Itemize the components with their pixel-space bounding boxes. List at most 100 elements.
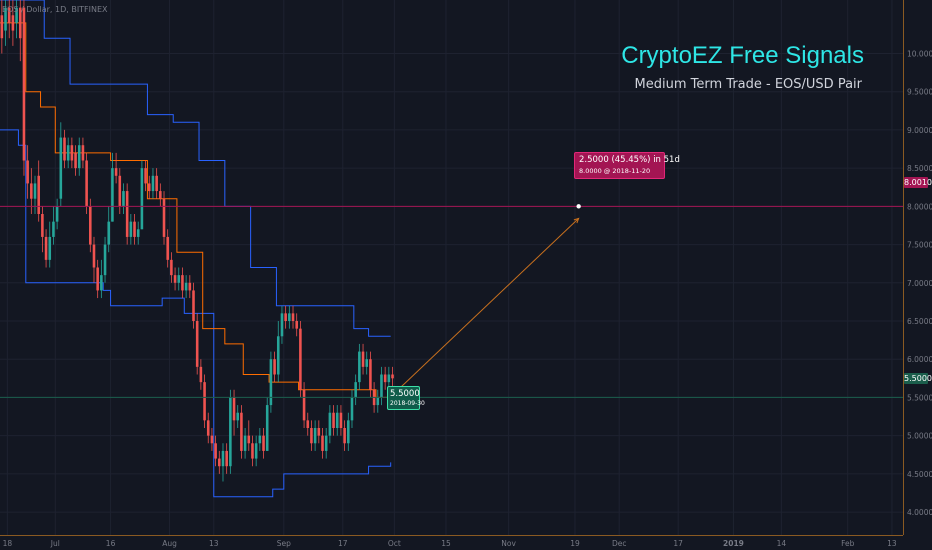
x-tick-label: 2019 xyxy=(723,539,744,548)
candle-body xyxy=(247,435,251,444)
candle xyxy=(48,221,52,268)
candle xyxy=(125,183,129,245)
candle xyxy=(280,305,284,344)
candle-body xyxy=(85,160,88,207)
candle-body xyxy=(203,382,206,421)
candle-body xyxy=(125,191,129,237)
candle-body xyxy=(280,313,284,337)
candle-body xyxy=(369,359,372,390)
candle xyxy=(306,412,310,436)
candle-body xyxy=(273,359,276,375)
y-tick-label: 6.0000 xyxy=(907,355,932,364)
candle-body xyxy=(276,336,280,375)
candle-body xyxy=(107,221,111,245)
candle-body xyxy=(265,405,269,451)
candle-body xyxy=(52,221,55,237)
lower-band-line xyxy=(0,129,392,498)
current-annotation[interactable]: 5.5000 2018-09-30 xyxy=(387,386,425,410)
candle-body xyxy=(89,206,92,245)
candle-body xyxy=(347,420,350,444)
x-tick-label: 17 xyxy=(338,539,348,548)
candle xyxy=(354,374,357,406)
candle xyxy=(52,206,55,245)
y-tick-label: 8.5000 xyxy=(907,164,932,173)
candle xyxy=(269,351,273,413)
candle xyxy=(383,366,387,390)
candle xyxy=(147,175,151,199)
y-tick-label: 7.0000 xyxy=(907,279,932,288)
candle-body xyxy=(118,175,122,207)
candle-body xyxy=(269,359,273,406)
candle xyxy=(63,129,66,169)
candle-body xyxy=(92,244,96,268)
candle-body xyxy=(55,206,59,222)
candle xyxy=(133,214,136,245)
candle xyxy=(33,175,37,214)
target-annotation[interactable]: 2.5000 (45.45%) in 51d 8.0000 @ 2018-11-… xyxy=(574,152,680,179)
candle xyxy=(332,405,335,436)
candle xyxy=(199,359,203,390)
candle xyxy=(284,305,287,329)
candle-body xyxy=(37,175,40,214)
candle xyxy=(129,214,133,245)
target-annotation-price-date: 8.0000 @ 2018-11-20 xyxy=(579,167,651,175)
x-tick-label: 13 xyxy=(209,539,219,548)
candle-body xyxy=(324,435,328,451)
candle-body xyxy=(328,412,332,436)
candle xyxy=(232,389,236,436)
candle-body xyxy=(48,236,52,260)
symbol-label: EOS / Dollar, 1D, BITFINEX xyxy=(2,5,108,14)
candle-body xyxy=(236,412,240,421)
candle-body xyxy=(11,15,15,31)
x-tick-label: Dec xyxy=(612,539,627,548)
subline: Medium Term Trade - EOS/USD Pair xyxy=(634,77,862,92)
candle xyxy=(192,282,195,329)
x-tick-label: 16 xyxy=(106,539,116,548)
candle-body xyxy=(81,145,85,161)
candle xyxy=(258,428,262,451)
candle xyxy=(251,435,254,467)
candle-body xyxy=(306,420,310,428)
candle-body xyxy=(166,236,169,260)
candle xyxy=(203,374,206,428)
candle-body xyxy=(151,175,155,192)
candle-body xyxy=(195,321,199,367)
candle-body xyxy=(383,374,387,383)
candle-body xyxy=(147,183,151,192)
candle xyxy=(247,420,251,451)
candle xyxy=(339,405,343,436)
candle-body xyxy=(44,236,48,260)
candle xyxy=(100,259,103,299)
candle-body xyxy=(225,450,228,467)
candle-body xyxy=(140,168,144,230)
candle-body xyxy=(332,412,335,428)
candle xyxy=(173,267,177,291)
candle xyxy=(41,206,44,253)
candle-body xyxy=(354,382,357,398)
candle xyxy=(229,389,232,474)
candle-body xyxy=(214,443,217,459)
candle-body xyxy=(30,183,33,199)
candle xyxy=(170,252,173,283)
candle xyxy=(103,236,107,283)
y-tick-label: 8.0000 xyxy=(907,202,932,211)
candle xyxy=(155,168,158,199)
candle-body xyxy=(199,366,203,383)
candle xyxy=(387,366,391,390)
candle-body xyxy=(177,275,181,283)
x-tick-label: 19 xyxy=(570,539,580,548)
candle xyxy=(81,137,85,169)
candle-body xyxy=(114,168,118,176)
candle xyxy=(391,366,394,390)
candle xyxy=(188,275,192,299)
candle-body xyxy=(317,428,321,436)
candle-body xyxy=(206,420,210,436)
candle-body xyxy=(18,7,22,39)
y-tick-label: 7.5000 xyxy=(907,241,932,250)
candle xyxy=(70,137,74,169)
candle xyxy=(144,160,147,192)
candle-body xyxy=(129,221,133,237)
candle xyxy=(166,229,169,268)
candle xyxy=(365,351,369,375)
